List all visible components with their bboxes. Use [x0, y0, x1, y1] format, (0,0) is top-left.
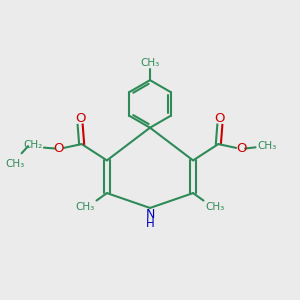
Text: CH₃: CH₃	[258, 140, 277, 151]
Text: CH₃: CH₃	[205, 202, 224, 212]
Text: N: N	[145, 208, 155, 221]
Text: CH₃: CH₃	[140, 58, 160, 68]
Text: O: O	[53, 142, 64, 155]
Text: H: H	[146, 217, 154, 230]
Text: O: O	[236, 142, 247, 155]
Text: O: O	[75, 112, 86, 125]
Text: CH₃: CH₃	[5, 159, 25, 169]
Text: CH₃: CH₃	[76, 202, 95, 212]
Text: O: O	[214, 112, 225, 125]
Text: CH₂: CH₂	[23, 140, 43, 150]
